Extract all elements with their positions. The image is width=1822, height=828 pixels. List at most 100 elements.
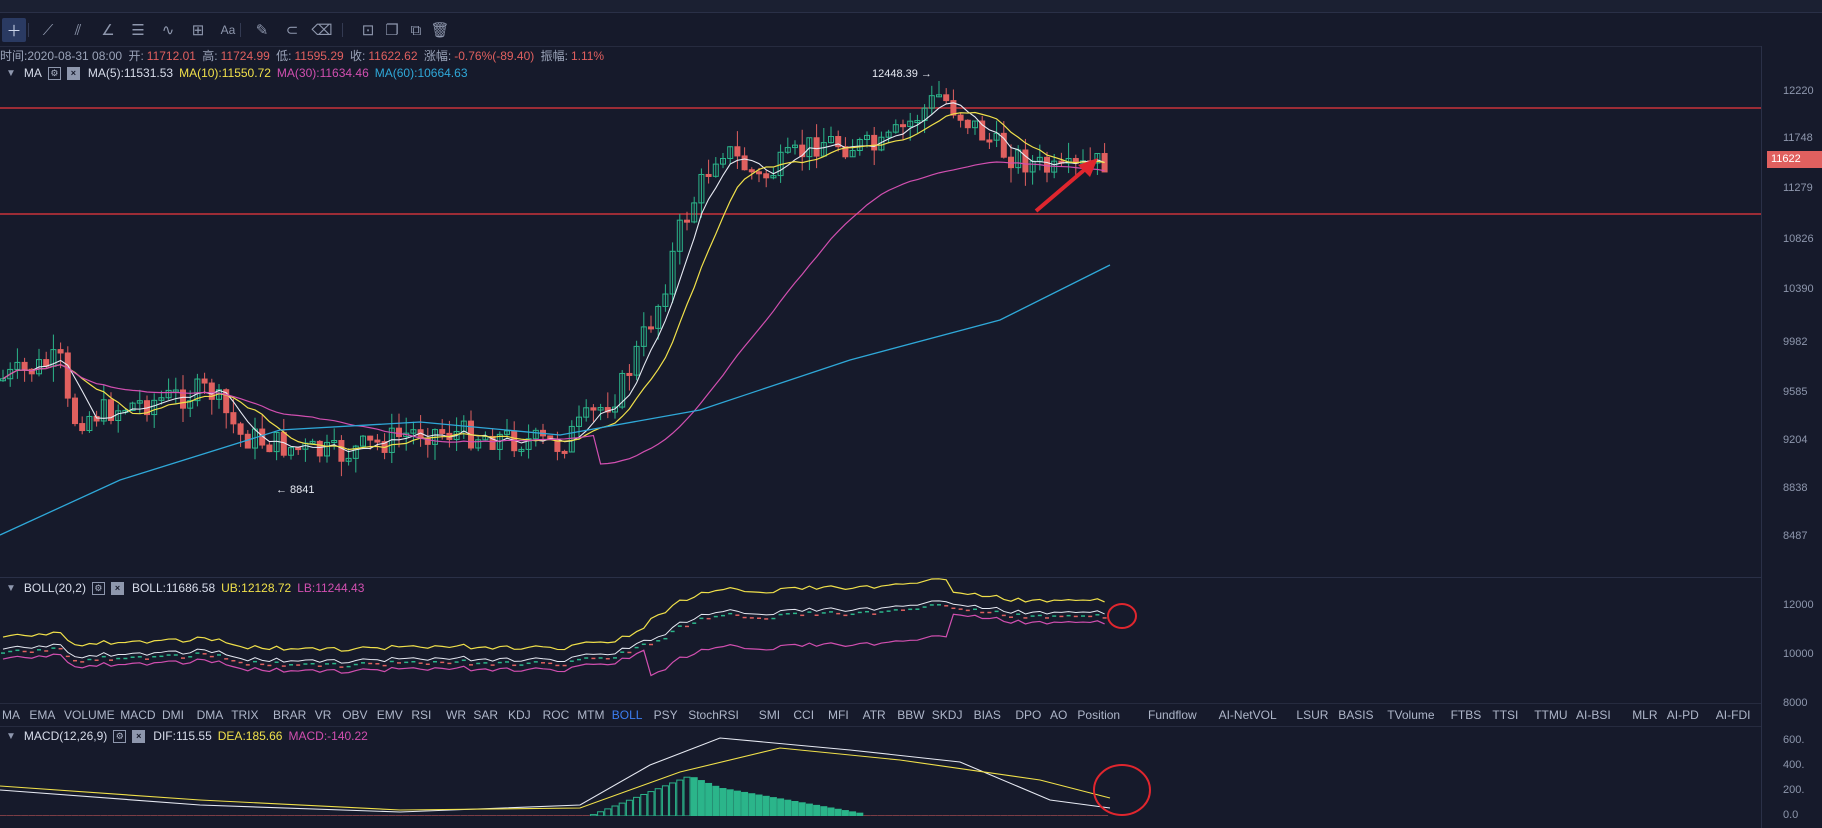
brush-icon: ✎ <box>255 22 269 39</box>
tab-basis[interactable]: BASIS <box>1338 708 1374 722</box>
tab-ma[interactable]: MA <box>2 708 20 722</box>
tab-fundflow[interactable]: Fundflow <box>1148 708 1197 722</box>
tab-macd[interactable]: MACD <box>120 708 156 722</box>
tab-position[interactable]: Position <box>1077 708 1121 722</box>
text-tool-button[interactable]: Aa <box>216 18 240 42</box>
candle-body <box>950 100 957 116</box>
close-icon[interactable]: × <box>110 581 124 595</box>
collapse-chevron-icon[interactable]: ▼ <box>6 67 16 79</box>
tab-ai-netvol[interactable]: AI-NetVOL <box>1218 708 1277 722</box>
crosshair-tool-button[interactable]: ＋ <box>2 18 26 42</box>
macd-histogram-bar <box>856 812 864 816</box>
high-price-marker: 12448.39 → <box>872 68 932 80</box>
candle-body <box>475 439 482 449</box>
multi-line-tool-button[interactable]: ⫽ <box>66 18 90 42</box>
close-icon[interactable]: × <box>132 729 146 743</box>
candle-body <box>662 293 669 307</box>
tab-bias[interactable]: BIAS <box>973 708 1001 722</box>
candle-body <box>864 134 870 141</box>
candle-body <box>136 400 143 404</box>
candle-body <box>57 349 64 354</box>
tab-ai-fdi[interactable]: AI-FDI <box>1715 708 1751 722</box>
tab-dmi[interactable]: DMI <box>162 708 184 722</box>
candle-body <box>410 429 417 434</box>
tab-ftbs[interactable]: FTBS <box>1450 708 1482 722</box>
lock-tool-button[interactable]: ⊡ <box>356 18 380 42</box>
candle-body <box>964 119 971 129</box>
tab-ai-pd[interactable]: AI-PD <box>1666 708 1699 722</box>
settings-gear-icon[interactable]: ⚙ <box>91 581 105 595</box>
horizontal-lines-tool-button[interactable]: ☰ <box>126 18 150 42</box>
measure-tool-button[interactable]: ⊞ <box>186 18 210 42</box>
close-icon[interactable]: × <box>66 66 80 80</box>
tab-volume[interactable]: VOLUME <box>64 708 115 722</box>
layers-tool-button[interactable]: ⧉ <box>404 18 428 42</box>
tab-smi[interactable]: SMI <box>758 708 781 722</box>
candle-body <box>108 399 114 422</box>
tab-brar[interactable]: BRAR <box>273 708 307 722</box>
macd-tick: 200. <box>1783 784 1805 796</box>
candle-body <box>187 400 194 409</box>
tab-ao[interactable]: AO <box>1050 708 1068 722</box>
line-tool-button[interactable]: ⟋ <box>36 18 60 42</box>
pane-divider[interactable] <box>0 577 1761 578</box>
candle-body <box>561 450 568 454</box>
boll-tick: 10000 <box>1783 648 1814 660</box>
tab-ttsi[interactable]: TTSI <box>1492 708 1519 722</box>
tab-mlr[interactable]: MLR <box>1632 708 1658 722</box>
tab-dma[interactable]: DMA <box>196 708 224 722</box>
tab-roc[interactable]: ROC <box>542 708 570 722</box>
tab-dpo[interactable]: DPO <box>1015 708 1042 722</box>
collapse-chevron-icon[interactable]: ▼ <box>6 730 16 742</box>
tab-sar[interactable]: SAR <box>473 708 499 722</box>
tab-emv[interactable]: EMV <box>376 708 403 722</box>
eraser-tool-button[interactable]: ⌫ <box>310 18 334 42</box>
candle-body <box>360 435 366 447</box>
tab-mtm[interactable]: MTM <box>577 708 605 722</box>
candle-body <box>576 416 582 427</box>
tab-tvolume[interactable]: TVolume <box>1387 708 1435 722</box>
tab-cci[interactable]: CCI <box>793 708 815 722</box>
macd-histogram-bar <box>683 776 691 816</box>
tab-kdj[interactable]: KDJ <box>508 708 531 722</box>
tab-psy[interactable]: PSY <box>653 708 678 722</box>
tab-ai-bsi[interactable]: AI-BSI <box>1576 708 1611 722</box>
tab-wr[interactable]: WR <box>446 708 466 722</box>
tab-rsi[interactable]: RSI <box>411 708 432 722</box>
tab-lsur[interactable]: LSUR <box>1296 708 1329 722</box>
tab-mfi[interactable]: MFI <box>828 708 849 722</box>
candle-body <box>828 136 834 144</box>
toolbar-separator <box>342 23 343 37</box>
tab-obv[interactable]: OBV <box>342 708 368 722</box>
candle-body <box>871 134 878 151</box>
tab-skdj[interactable]: SKDJ <box>931 708 963 722</box>
ma30-value: MA(30):11634.46 <box>276 66 369 80</box>
candle-body <box>518 448 525 452</box>
tab-atr[interactable]: ATR <box>862 708 886 722</box>
amplitude-label: 振幅: <box>540 49 568 63</box>
angle-tool-button[interactable]: ∠ <box>96 18 120 42</box>
collapse-chevron-icon[interactable]: ▼ <box>6 582 16 594</box>
tab-bbw[interactable]: BBW <box>897 708 925 722</box>
settings-gear-icon[interactable]: ⚙ <box>113 729 127 743</box>
magnet-tool-button[interactable]: ⊂ <box>280 18 304 42</box>
delete-tool-button[interactable]: 🗑 <box>428 18 452 42</box>
macd-histogram-bar <box>777 798 785 816</box>
tab-vr[interactable]: VR <box>314 708 332 722</box>
tab-ema[interactable]: EMA <box>29 708 56 722</box>
tab-boll[interactable]: BOLL <box>611 708 643 722</box>
candle-body <box>525 438 532 450</box>
candlestick-chart[interactable]: 12448.39 → ← 8841 <box>0 46 1761 816</box>
ma5-value: MA(5):11531.53 <box>87 66 174 80</box>
macd-histogram-bar <box>697 780 705 816</box>
copy-icon: ❐ <box>385 22 399 39</box>
tab-trix[interactable]: TRIX <box>231 708 259 722</box>
tab-ttmu[interactable]: TTMU <box>1534 708 1568 722</box>
brush-tool-button[interactable]: ✎ <box>250 18 274 42</box>
price-axis[interactable] <box>1761 46 1822 828</box>
settings-gear-icon[interactable]: ⚙ <box>47 66 61 80</box>
wave-tool-button[interactable]: ∿ <box>156 18 180 42</box>
copy-tool-button[interactable]: ❐ <box>380 18 404 42</box>
tab-stochrsi[interactable]: StochRSI <box>688 708 739 722</box>
